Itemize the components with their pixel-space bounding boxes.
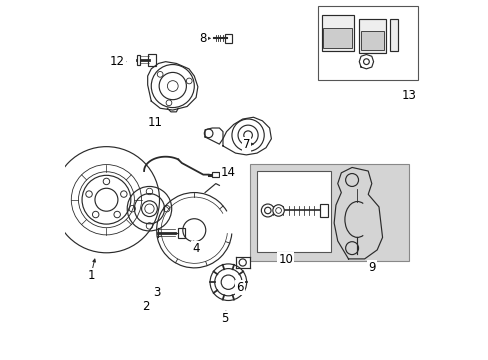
Text: 2: 2: [142, 300, 149, 313]
Circle shape: [272, 205, 284, 216]
Bar: [389, 19, 397, 51]
Text: 4: 4: [192, 242, 200, 255]
Bar: [148, 54, 156, 66]
Text: 8: 8: [199, 32, 206, 45]
Bar: [323, 28, 351, 48]
Text: 9: 9: [367, 261, 375, 274]
Circle shape: [264, 207, 270, 214]
Text: 3: 3: [153, 287, 160, 300]
Bar: [317, 6, 418, 80]
Bar: [137, 55, 140, 64]
Text: 10: 10: [278, 253, 293, 266]
Bar: [178, 228, 184, 238]
Text: 5: 5: [221, 311, 228, 325]
Bar: [225, 34, 231, 42]
Text: 6: 6: [236, 281, 243, 294]
Bar: [321, 15, 353, 51]
Bar: [359, 19, 386, 53]
Text: 7: 7: [242, 138, 249, 150]
Circle shape: [275, 208, 281, 213]
Text: 12: 12: [109, 55, 124, 68]
Text: 1: 1: [87, 269, 95, 282]
Bar: [360, 31, 384, 50]
Text: 14: 14: [221, 166, 235, 179]
Text: 11: 11: [147, 116, 162, 129]
Bar: [319, 204, 327, 217]
Text: 13: 13: [401, 89, 415, 102]
Bar: [212, 172, 218, 177]
Bar: [257, 171, 330, 252]
Circle shape: [261, 204, 274, 217]
Bar: [249, 164, 408, 261]
